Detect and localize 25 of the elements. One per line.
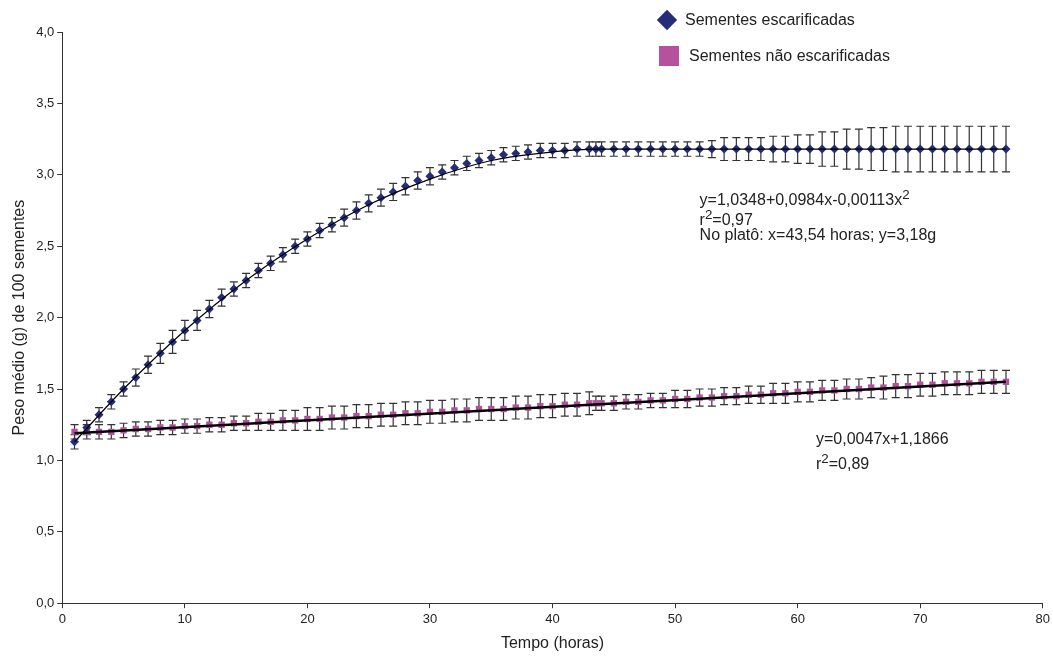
x-tick-label: 0 — [58, 610, 66, 626]
x-tick-label: 20 — [300, 610, 315, 626]
y-axis-title: Peso médio (g) de 100 sementes — [10, 199, 28, 436]
x-tick-label: 30 — [422, 610, 438, 626]
annotation: r$^{2}$=0,89 — [816, 449, 870, 475]
y-tick-label: 1,0 — [36, 451, 55, 467]
y-tick-label: 2,0 — [36, 309, 55, 325]
legend-label: Sementes escarificadas — [685, 11, 855, 29]
y-tick-label: 1,5 — [36, 380, 55, 396]
y-tick-label: 4,0 — [36, 23, 55, 39]
x-tick-label: 80 — [1035, 610, 1050, 626]
y-tick-label: 0,0 — [36, 594, 55, 610]
y-tick-label: 2,5 — [36, 237, 55, 253]
annotation: y=1,0348+0,0984x-0,00113x$^{2}$ — [699, 185, 910, 210]
x-tick-label: 60 — [790, 610, 805, 626]
y-tick-label: 3,5 — [36, 94, 55, 110]
x-tick-label: 70 — [912, 610, 928, 626]
x-axis-title: Tempo (horas) — [500, 633, 605, 651]
x-tick-label: 40 — [545, 610, 560, 626]
annotation: y=0,0047x+1,1866 — [816, 428, 949, 449]
x-tick-label: 50 — [667, 610, 683, 626]
legend-label: Sementes não escarificadas — [689, 47, 890, 65]
y-tick-label: 3,0 — [36, 166, 55, 182]
x-tick-label: 10 — [177, 610, 193, 626]
y-tick-label: 0,5 — [36, 523, 55, 539]
